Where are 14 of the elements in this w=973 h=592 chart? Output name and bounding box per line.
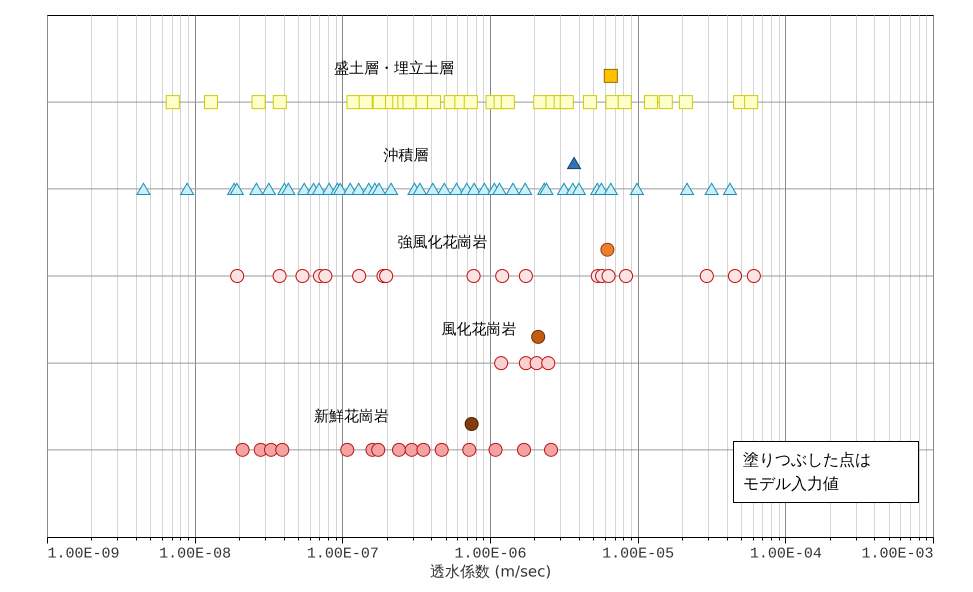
x-tick-label: 1.00E-03 bbox=[861, 546, 934, 562]
series-label: 盛土層・埋立土層 bbox=[334, 59, 454, 78]
x-tick-label: 1.00E-06 bbox=[454, 546, 527, 562]
note-box: 塗りつぶした点はモデル入力値 bbox=[733, 441, 919, 503]
series-label: 風化花崗岩 bbox=[442, 320, 517, 338]
x-tick-label: 1.00E-05 bbox=[602, 546, 674, 562]
series-label: 新鮮花崗岩 bbox=[314, 406, 389, 425]
x-tick-label: 1.00E-09 bbox=[48, 546, 120, 562]
x-tick-label: 1.00E-08 bbox=[159, 546, 232, 562]
series-label: 強風化花崗岩 bbox=[398, 233, 488, 252]
x-axis-title: 透水係数 (m/sec) bbox=[430, 562, 552, 580]
series-label: 沖積層 bbox=[384, 146, 429, 164]
x-tick-label: 1.00E-07 bbox=[306, 546, 379, 562]
x-tick-label: 1.00E-04 bbox=[750, 546, 822, 562]
